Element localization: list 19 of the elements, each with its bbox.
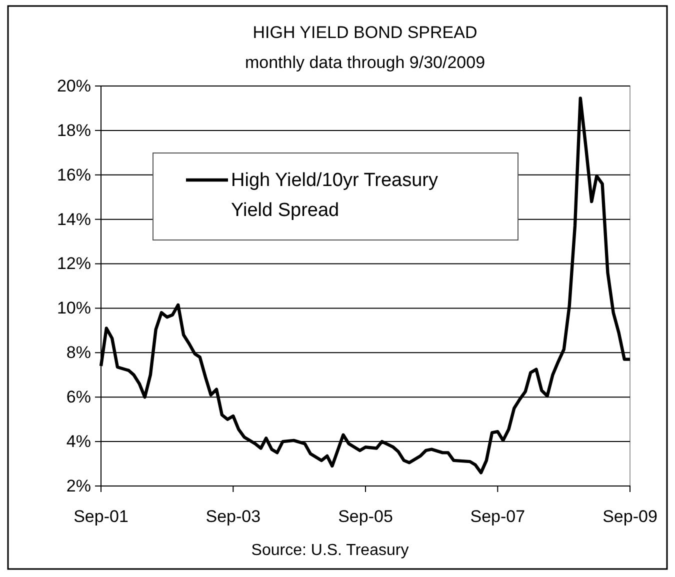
x-tick-label: Sep-09 bbox=[602, 507, 658, 526]
y-tick-label: 14% bbox=[56, 210, 91, 229]
chart-title: HIGH YIELD BOND SPREAD bbox=[252, 23, 478, 42]
y-tick-label: 12% bbox=[56, 254, 91, 274]
source-note: Source: U.S. Treasury bbox=[251, 542, 409, 559]
y-tick-label: 16% bbox=[56, 165, 91, 184]
y-tick-label: 4% bbox=[66, 432, 91, 451]
x-tick-label: Sep-07 bbox=[470, 507, 526, 526]
y-tick-label: 8% bbox=[66, 343, 91, 362]
y-tick-label: 2% bbox=[66, 476, 91, 496]
y-tick-label: 10% bbox=[56, 298, 91, 318]
chart-subtitle: monthly data through 9/30/2009 bbox=[244, 53, 486, 72]
y-tick-label: 18% bbox=[56, 120, 91, 140]
legend-label: High Yield/10yr Treasury Yield Spread bbox=[231, 170, 438, 221]
y-tick-label: 6% bbox=[66, 388, 91, 407]
x-tick-label: Sep-03 bbox=[206, 507, 261, 526]
x-tick-label: Sep-05 bbox=[338, 507, 393, 526]
y-tick-label: 20% bbox=[56, 76, 91, 96]
x-tick-label: Sep-01 bbox=[74, 507, 128, 526]
